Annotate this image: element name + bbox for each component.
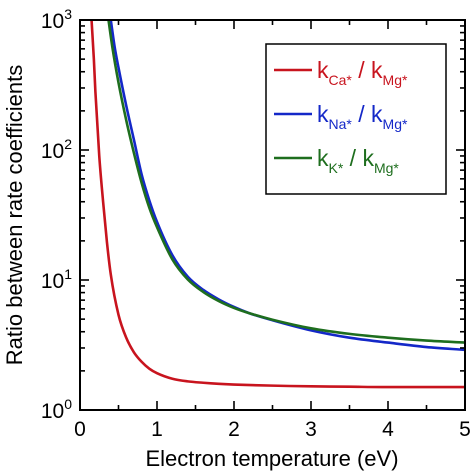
x-tick-label: 0	[74, 418, 86, 441]
x-tick-label: 4	[382, 418, 394, 441]
x-axis-title: Electron temperature (eV)	[145, 446, 398, 471]
series-line-0	[90, 20, 465, 389]
series-lines	[90, 20, 465, 389]
legend-label-0: kCa* / kMg*	[317, 57, 408, 88]
x-tick-label: 1	[151, 418, 163, 441]
x-tick-label: 5	[459, 418, 471, 441]
legend: kCa* / kMg* kNa* / kMg* kK* / kMg*	[265, 43, 447, 195]
axis-tick-labels: 0 1 2 3 4 5 100 101 102 103	[41, 6, 471, 441]
y-axis-title: Ratio between rate coefficients	[2, 65, 27, 365]
y-tick-label: 103	[41, 6, 72, 33]
x-tick-label: 2	[228, 418, 240, 441]
series-line-1	[109, 20, 465, 352]
y-tick-label: 102	[41, 136, 72, 163]
legend-label-2: kK* / kMg*	[317, 145, 399, 176]
x-tick-label: 3	[305, 418, 317, 441]
legend-label-1: kNa* / kMg*	[317, 101, 408, 132]
series-line-2	[107, 20, 465, 344]
y-tick-label: 100	[41, 396, 72, 423]
axis-ticks	[79, 19, 466, 411]
y-tick-label: 101	[41, 266, 72, 293]
